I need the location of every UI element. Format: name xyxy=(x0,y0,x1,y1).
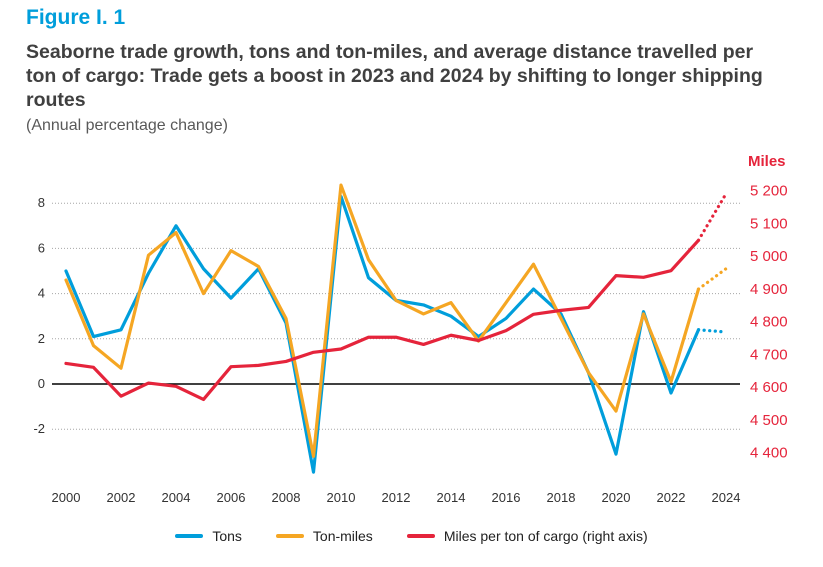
series-line-tons xyxy=(64,194,701,474)
x-tick-label: 2010 xyxy=(327,490,356,505)
legend-swatch-ton-miles xyxy=(275,534,304,538)
legend-swatch-miles xyxy=(406,534,435,538)
legend-item-ton-miles: Ton-miles xyxy=(275,528,373,544)
right-tick-label: 4 400 xyxy=(750,445,788,462)
left-tick-label: -2 xyxy=(33,421,45,436)
series-line-ton-miles xyxy=(64,183,701,458)
left-tick-label: 0 xyxy=(38,376,45,391)
legend-item-tons: Tons xyxy=(175,528,242,544)
figure-label: Figure I. 1 xyxy=(26,6,126,29)
legend-swatch-tons xyxy=(175,534,204,538)
left-tick-label: 8 xyxy=(38,195,45,210)
chart-legend: Tons Ton-miles Miles per ton of cargo (r… xyxy=(0,528,823,544)
x-tick-label: 2016 xyxy=(492,490,521,505)
right-tick-label: 4 600 xyxy=(750,379,788,396)
right-tick-label: 4 700 xyxy=(750,346,788,363)
chart-title: Seaborne trade growth, tons and ton-mile… xyxy=(26,41,763,111)
series-line-miles-per-ton-of-cargo-right-axis xyxy=(64,238,701,402)
x-tick-label: 2014 xyxy=(437,490,466,505)
x-tick-label: 2004 xyxy=(162,490,191,505)
series-projection-tons xyxy=(696,328,728,334)
left-tick-label: 4 xyxy=(38,286,45,301)
left-tick-label: 2 xyxy=(38,331,45,346)
legend-label-miles: Miles per ton of cargo (right axis) xyxy=(443,528,648,544)
series-projection-miles-per-ton-of-cargo-right-axis xyxy=(696,192,728,242)
x-tick-label: 2002 xyxy=(107,490,136,505)
x-tick-label: 2008 xyxy=(272,490,301,505)
series-projection-ton-miles xyxy=(696,267,728,291)
x-tick-label: 2022 xyxy=(657,490,686,505)
right-tick-label: 4 800 xyxy=(750,314,788,331)
legend-item-miles: Miles per ton of cargo (right axis) xyxy=(406,528,648,544)
x-tick-label: 2018 xyxy=(547,490,576,505)
right-tick-label: 5 200 xyxy=(750,183,788,200)
x-tick-label: 2024 xyxy=(712,490,741,505)
right-tick-label: 4 900 xyxy=(750,281,788,298)
legend-label-ton-miles: Ton-miles xyxy=(312,528,373,544)
x-tick-label: 2012 xyxy=(382,490,411,505)
right-tick-label: 4 500 xyxy=(750,412,788,429)
right-tick-label: 5 100 xyxy=(750,215,788,232)
legend-label-tons: Tons xyxy=(212,528,242,544)
x-tick-label: 2020 xyxy=(602,490,631,505)
right-tick-label: 5 000 xyxy=(750,248,788,265)
right-axis-label: Miles xyxy=(748,153,786,170)
x-tick-label: 2006 xyxy=(217,490,246,505)
left-tick-label: 6 xyxy=(38,240,45,255)
x-tick-label: 2000 xyxy=(52,490,81,505)
chart-subtitle: (Annual percentage change) xyxy=(26,117,228,134)
